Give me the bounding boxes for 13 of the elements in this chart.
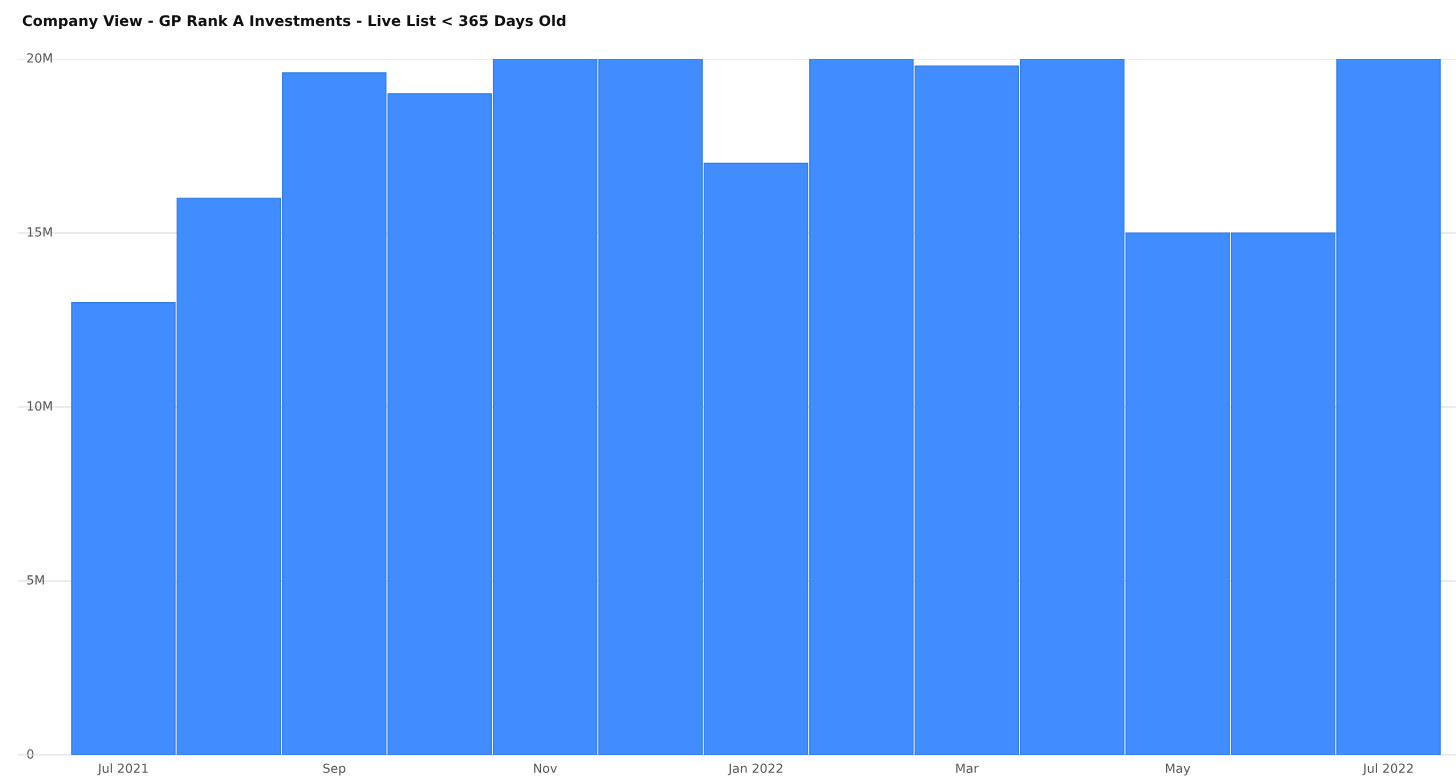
y-tick-label: 15M [27, 227, 52, 237]
x-tick-label: Jul 2022 [1362, 763, 1413, 776]
chart-title: Company View - GP Rank A Investments - Live List < 365 Days Old [22, 14, 566, 30]
x-tick-label: Mar [956, 763, 979, 774]
x-tick-label: Jan 2022 [727, 763, 783, 776]
y-tick-label: 0 [27, 749, 34, 759]
x-tick-label: Nov [534, 763, 557, 774]
x-tick-label: Sep [323, 763, 346, 776]
y-tick-label: 5M [27, 575, 44, 585]
y-tick-label: 20M [27, 53, 52, 63]
y-tick-label: 10M [27, 401, 52, 411]
x-tick-label: May [1165, 763, 1191, 776]
x-tick-label: Jul 2021 [97, 763, 148, 776]
